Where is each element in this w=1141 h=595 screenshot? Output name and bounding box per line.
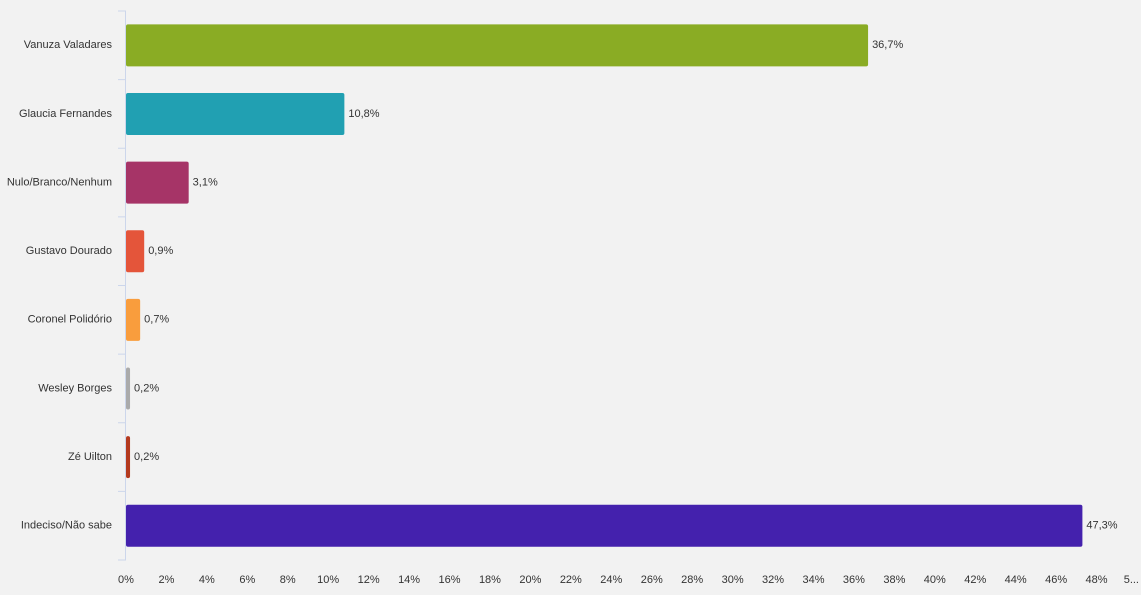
- x-tick-label: 4%: [199, 574, 215, 586]
- x-tick-label: 40%: [924, 574, 946, 586]
- x-tick-label: 34%: [802, 574, 824, 586]
- x-tick-label: 5...: [1124, 574, 1139, 586]
- data-label: 10,8%: [348, 108, 379, 120]
- bar: [126, 436, 131, 479]
- x-tick-label: 24%: [600, 574, 622, 586]
- y-tick-label: Indeciso/Não sabe: [21, 520, 112, 532]
- data-label: 0,9%: [148, 245, 173, 257]
- data-label: 47,3%: [1086, 520, 1117, 532]
- x-tick-label: 28%: [681, 574, 703, 586]
- y-tick-label: Wesley Borges: [38, 382, 112, 394]
- x-tick-label: 38%: [883, 574, 905, 586]
- x-tick-label: 18%: [479, 574, 501, 586]
- x-tick-label: 44%: [1005, 574, 1027, 586]
- bar: [126, 367, 131, 410]
- x-tick-label: 6%: [239, 574, 255, 586]
- x-tick-label: 46%: [1045, 574, 1067, 586]
- x-tick-label: 20%: [519, 574, 541, 586]
- x-tick-label: 36%: [843, 574, 865, 586]
- y-tick-label: Glaucia Fernandes: [19, 108, 112, 120]
- data-label: 36,7%: [872, 39, 903, 51]
- y-tick-label: Coronel Polidório: [28, 314, 112, 326]
- x-tick-label: 26%: [641, 574, 663, 586]
- data-label: 0,2%: [134, 451, 159, 463]
- x-tick-label: 22%: [560, 574, 582, 586]
- y-tick-label: Vanuza Valadares: [24, 39, 113, 51]
- data-label: 0,2%: [134, 382, 159, 394]
- bar: [126, 504, 1083, 547]
- bar: [126, 92, 345, 135]
- x-tick-label: 14%: [398, 574, 420, 586]
- bar: [126, 24, 869, 67]
- y-tick-label: Zé Uilton: [68, 451, 112, 463]
- x-tick-label: 16%: [439, 574, 461, 586]
- data-label: 0,7%: [144, 314, 169, 326]
- x-tick-label: 12%: [358, 574, 380, 586]
- data-label: 3,1%: [193, 176, 218, 188]
- x-tick-label: 0%: [118, 574, 134, 586]
- x-tick-label: 10%: [317, 574, 339, 586]
- x-tick-label: 2%: [158, 574, 174, 586]
- bar: [126, 161, 189, 204]
- y-tick-label: Nulo/Branco/Nenhum: [7, 176, 112, 188]
- x-tick-label: 32%: [762, 574, 784, 586]
- bar: [126, 298, 141, 341]
- x-tick-label: 48%: [1086, 574, 1108, 586]
- bar: [126, 230, 145, 273]
- y-tick-label: Gustavo Dourado: [26, 245, 112, 257]
- x-tick-label: 30%: [722, 574, 744, 586]
- x-tick-label: 42%: [964, 574, 986, 586]
- x-tick-label: 8%: [280, 574, 296, 586]
